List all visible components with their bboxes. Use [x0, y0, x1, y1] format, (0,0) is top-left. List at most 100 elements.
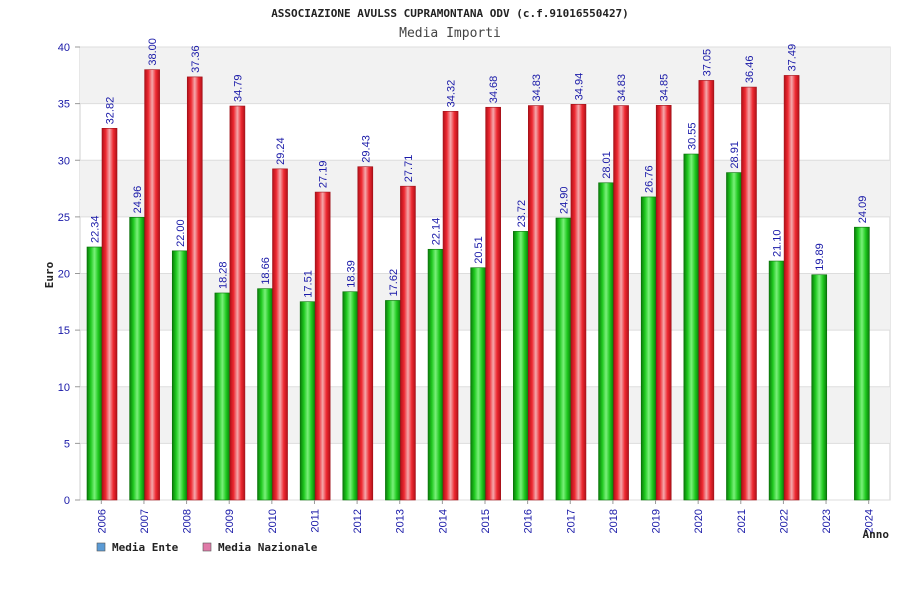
- bar-value-label: 30.55: [686, 122, 698, 150]
- y-axis-label: Euro: [43, 261, 56, 288]
- legend: Media Ente Media Nazionale: [96, 541, 318, 554]
- bar-value-label: 34.79: [232, 74, 244, 102]
- x-axis-label: Anno: [863, 528, 890, 541]
- bar-value-label: 37.49: [787, 44, 799, 72]
- bar-value-label: 29.43: [360, 135, 372, 163]
- y-tick-label: 40: [58, 42, 70, 54]
- x-tick-label: 2016: [523, 509, 535, 533]
- bar-value-label: 22.00: [175, 219, 187, 247]
- bar-value-label: 19.89: [814, 243, 826, 271]
- bar-media-ente: [385, 300, 401, 501]
- bar-media-ente: [683, 153, 700, 501]
- bar-value-label: 34.83: [616, 74, 628, 102]
- y-tick-label: 10: [58, 382, 70, 394]
- bar-value-label: 17.51: [303, 270, 315, 298]
- y-axis-ticks: 0 5 10 15 20 25 30 35 40: [58, 42, 80, 507]
- bar-media-ente: [811, 274, 828, 501]
- x-tick-label: 2019: [651, 509, 663, 533]
- bar-media-ente: [427, 248, 444, 501]
- x-tick-label: 2012: [352, 509, 364, 533]
- bar-value-label: 26.76: [644, 165, 656, 193]
- legend-label-media-nazionale: Media Nazionale: [218, 541, 318, 554]
- x-tick-label: 2013: [395, 509, 407, 533]
- bar-media-ente: [640, 196, 657, 501]
- bar-value-label: 22.34: [90, 215, 102, 243]
- bar-media-nazionale: [613, 105, 629, 501]
- bar-media-nazionale: [442, 111, 459, 501]
- bar-media-nazionale: [229, 105, 246, 501]
- y-tick-label: 20: [58, 269, 70, 281]
- x-tick-label: 2009: [224, 509, 236, 533]
- bar-media-nazionale: [272, 168, 288, 501]
- bar-value-label: 32.82: [105, 97, 117, 125]
- y-tick-label: 30: [58, 155, 70, 167]
- bar-media-nazionale: [357, 166, 374, 501]
- bar-media-nazionale: [144, 69, 160, 501]
- bar-media-nazionale: [485, 106, 501, 501]
- bar-value-label: 27.19: [318, 161, 330, 189]
- bar-value-label: 18.39: [345, 260, 357, 288]
- x-tick-label: 2021: [736, 509, 748, 533]
- chart-title: ASSOCIAZIONE AVULSS CUPRAMONTANA ODV (c.…: [271, 7, 629, 20]
- x-tick-label: 2018: [608, 509, 620, 533]
- bar-value-label: 34.32: [446, 80, 458, 108]
- bar-value-label: 34.85: [659, 74, 671, 102]
- bar-value-label: 37.36: [190, 45, 202, 73]
- y-tick-label: 25: [58, 212, 70, 224]
- x-tick-label: 2015: [480, 509, 492, 533]
- x-tick-label: 2023: [821, 509, 833, 533]
- bar-value-label: 29.24: [275, 137, 287, 165]
- bar-media-nazionale: [314, 191, 331, 501]
- bar-value-label: 24.96: [132, 186, 144, 214]
- bar-value-label: 34.83: [531, 74, 543, 102]
- y-tick-label: 15: [58, 325, 70, 337]
- bar-media-ente: [299, 301, 316, 501]
- bar-media-ente: [214, 292, 231, 501]
- bar-media-ente: [555, 217, 572, 501]
- bar-media-ente: [171, 250, 188, 501]
- bar-value-label: 22.14: [431, 218, 443, 246]
- x-tick-label: 2020: [693, 509, 705, 533]
- x-tick-label: 2014: [437, 509, 449, 533]
- bar-media-ente: [470, 267, 486, 501]
- x-tick-label: 2017: [565, 509, 577, 533]
- legend-swatch-media-ente: [96, 542, 106, 552]
- bar-media-nazionale: [570, 104, 587, 501]
- bar-value-label: 34.94: [573, 73, 585, 101]
- bar-value-label: 34.68: [488, 76, 500, 104]
- bar-value-label: 18.28: [217, 261, 229, 289]
- bar-media-ente: [342, 291, 359, 501]
- x-tick-label: 2007: [139, 509, 151, 533]
- bar-media-ente: [768, 260, 785, 501]
- bar-value-label: 17.62: [388, 269, 400, 297]
- bar-media-ente: [854, 226, 870, 501]
- bar-media-ente: [129, 217, 145, 501]
- x-tick-label: 2022: [778, 509, 790, 533]
- bar-value-label: 37.05: [701, 49, 713, 77]
- bar-media-nazionale: [655, 105, 672, 501]
- x-tick-label: 2006: [96, 509, 108, 533]
- x-tick-label: 2010: [267, 509, 279, 533]
- bars-group: [86, 69, 870, 501]
- bar-value-label: 18.66: [260, 257, 272, 285]
- bar-value-label: 36.46: [744, 56, 756, 84]
- legend-label-media-ente: Media Ente: [112, 541, 179, 554]
- bar-media-ente: [598, 182, 614, 501]
- bar-value-label: 38.00: [147, 38, 159, 66]
- legend-swatch-media-nazionale: [202, 542, 212, 552]
- bar-media-nazionale: [528, 105, 544, 501]
- bar-value-label: 27.71: [403, 155, 415, 183]
- y-tick-label: 35: [58, 99, 70, 111]
- bar-media-ente: [257, 288, 273, 501]
- bar-media-ente: [86, 246, 103, 501]
- x-tick-label: 2011: [309, 509, 321, 533]
- value-labels-group: 22.34 32.82 24.96 38.00 22.00 37.36 18.28 34.79…: [90, 38, 869, 298]
- bar-media-nazionale: [101, 128, 118, 501]
- bar-media-nazionale: [186, 76, 203, 501]
- bar-media-ente: [513, 231, 529, 501]
- chart-subtitle: Media Importi: [399, 26, 501, 41]
- bar-value-label: 24.09: [857, 196, 869, 224]
- bar-value-label: 24.90: [558, 186, 570, 214]
- x-tick-label: 2024: [864, 509, 876, 533]
- bar-media-nazionale: [400, 185, 416, 501]
